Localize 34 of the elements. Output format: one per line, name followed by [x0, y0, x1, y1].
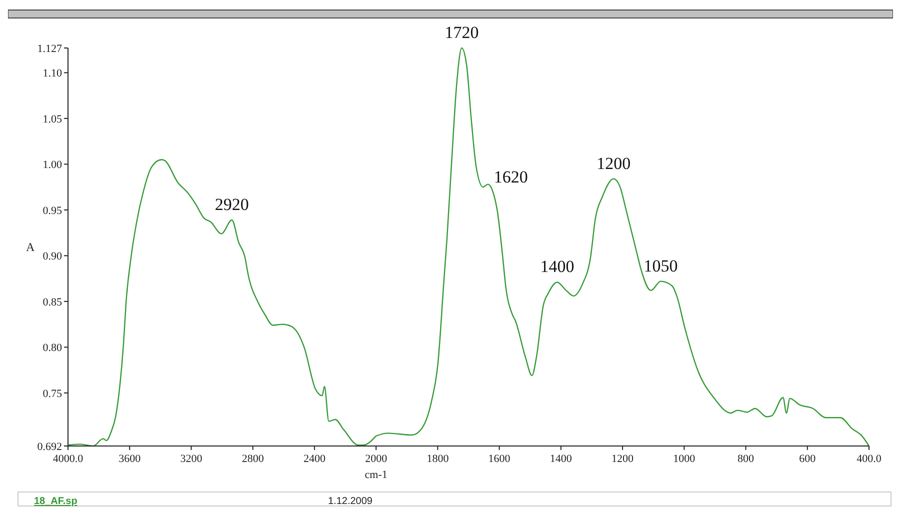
y-axis-title: A [26, 240, 35, 254]
x-tick-label: 4000.0 [52, 453, 84, 465]
annotation: 1620 [494, 167, 528, 186]
y-tick-label: 0.692 [37, 440, 62, 453]
annotation: 1050 [644, 256, 678, 276]
y-tick-label: 1.05 [42, 113, 62, 126]
y-tick-label: 0.75 [42, 388, 62, 400]
x-tick-label: 1600 [488, 453, 511, 465]
x-tick-label: 3200 [180, 453, 203, 465]
text: 18_AF.sp [34, 496, 78, 507]
y-tick-label: 1.00 [42, 159, 62, 172]
y-tick-label: 0.90 [42, 250, 62, 263]
x-tick-label: 2000 [365, 453, 388, 465]
annotation: 1200 [596, 154, 631, 173]
y-tick-label: 1.10 [42, 68, 62, 80]
x-tick-label: 800 [738, 453, 755, 465]
x-axis-title: cm-1 [364, 469, 388, 481]
x-tick-label: 2400 [303, 453, 326, 465]
x-tick-label: 2800 [242, 453, 264, 465]
y-tick-label: 0.80 [42, 342, 62, 354]
x-tick-label: 1400 [550, 453, 572, 465]
x-tick-label: 3600 [118, 453, 142, 465]
y-tick-label: 0.95 [42, 204, 62, 217]
y-tick-label: 0.85 [42, 296, 62, 308]
x-tick-label: 1800 [426, 453, 450, 465]
y-tick-label: 1.127 [37, 42, 62, 55]
text: 1.12.2009 [328, 496, 373, 507]
x-tick-label: 1000 [673, 453, 696, 465]
annotation: 2920 [214, 195, 249, 214]
x-tick-label: 400.0 [856, 453, 882, 465]
annotation: 1720 [444, 23, 479, 42]
x-tick-label: 1200 [612, 453, 634, 465]
x-tick-label: 600 [799, 453, 816, 465]
annotation: 1400 [540, 257, 574, 276]
